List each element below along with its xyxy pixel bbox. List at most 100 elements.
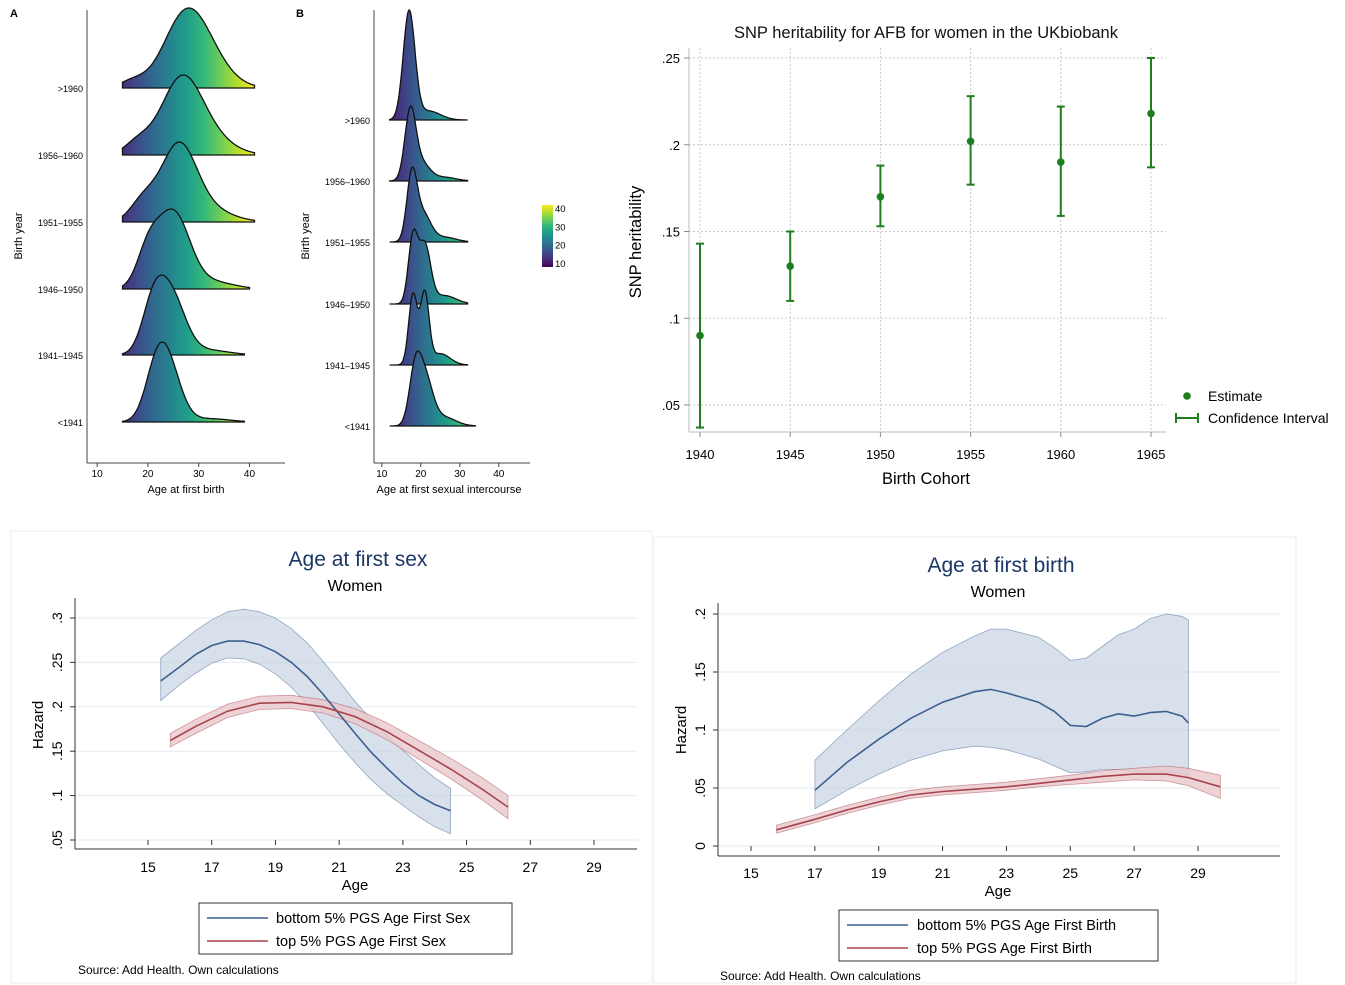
c-x-title: Birth Cohort (882, 470, 970, 488)
d-series-line-1 (169, 701, 509, 808)
e-title: Age at first birth (927, 554, 1074, 577)
ridge-b-0 (388, 9, 468, 121)
ridges-b (388, 9, 477, 427)
e-y-tick-label: .1 (692, 724, 708, 736)
estimate-point (876, 193, 885, 201)
d-x-tick-label: 21 (331, 859, 347, 875)
d-y-title: Hazard (30, 701, 47, 749)
e-x-tick-label: 19 (871, 865, 887, 881)
d-x-tick-label: 23 (395, 859, 411, 875)
c-y-ticks: .05 .1 .15 .2 .25 (662, 51, 689, 413)
estimate-point (1057, 158, 1065, 166)
x-tick-label: 10 (376, 469, 388, 480)
d-x-tick-label: 15 (140, 859, 156, 875)
e-x-tick-label: 17 (807, 865, 823, 881)
ridge-a-3 (121, 208, 251, 290)
group-label: >1960 (58, 84, 83, 94)
c-legend: Estimate Confidence Interval (1175, 388, 1329, 426)
colorbar-tick-label: 20 (555, 241, 566, 252)
legend-ci-marker (1175, 413, 1199, 423)
e-legend-label-top: top 5% PGS Age First Birth (917, 941, 1092, 957)
e-subtitle: Women (971, 584, 1026, 601)
d-source-note: Source: Add Health. Own calculations (78, 963, 279, 977)
c-x-ticks: 1940 1945 1950 1955 1960 1965 (686, 432, 1166, 462)
d-series-line-0 (160, 640, 451, 812)
e-series-line-0 (814, 688, 1189, 791)
x-tick-label: 30 (193, 469, 205, 480)
d-x-ticks: 15 17 19 21 23 25 27 29 (140, 840, 602, 875)
d-x-title: Age (342, 877, 369, 894)
estimate-point (966, 137, 975, 146)
estimate-point (1147, 109, 1155, 118)
x-tick-label: 10 (92, 469, 104, 480)
hazard-chart-first-birth: Age at first birth Women 0.05.1.15.2 15 1… (653, 536, 1297, 984)
group-label: 1941–1945 (38, 351, 83, 361)
errorbar-chart: SNP heritability for AFB for women in th… (627, 24, 1329, 488)
e-series-lines (776, 688, 1221, 831)
d-y-tick-label: .2 (49, 701, 65, 713)
ridge-a-2 (121, 141, 256, 223)
a-x-ticks: 10 20 30 40 (92, 463, 255, 480)
d-title: Age at first sex (289, 548, 428, 571)
d-legend-box (198, 902, 513, 955)
e-x-tick-label: 27 (1126, 865, 1142, 881)
x-tick-label: 20 (142, 469, 154, 480)
d-x-tick-label: 29 (586, 859, 602, 875)
d-y-tick-label: .15 (49, 741, 65, 761)
e-legend: bottom 5% PGS Age First Birth top 5% PGS… (838, 909, 1159, 962)
e-y-tick-label: .2 (692, 608, 708, 620)
e-x-title: Age (985, 883, 1012, 900)
estimate-point (786, 262, 794, 271)
ridge-b-1 (388, 105, 469, 182)
e-series-line-1 (776, 773, 1221, 831)
ridge-b-3 (389, 228, 469, 305)
ridge-a-0 (121, 7, 256, 89)
e-ci-band-1 (776, 765, 1221, 834)
d-legend-label-bottom: bottom 5% PGS Age First Sex (276, 911, 471, 927)
group-label: 1956–1960 (325, 177, 370, 187)
e-frame (653, 536, 1297, 984)
c-gridlines (689, 48, 1166, 432)
b-group-labels: >1960 1956–1960 1951–1955 1946–1950 1941–194… (325, 116, 370, 432)
a-y-title: Birth year (13, 212, 25, 259)
group-label: 1951–1955 (38, 218, 83, 228)
b-y-title: Birth year (300, 212, 312, 259)
e-y-ticks: 0 .05 .1 .15 .2 (692, 608, 718, 850)
e-x-tick-label: 29 (1190, 865, 1206, 881)
d-x-tick-label: 17 (204, 859, 220, 875)
b-x-title: Age at first sexual intercourse (377, 484, 522, 496)
d-y-tick-label: .25 (49, 652, 65, 672)
legend-ci-label: Confidence Interval (1208, 410, 1329, 426)
ridgeline-chart-a: A >1960 1956–1960 1951–1955 1946–1950 1941–1… (10, 7, 285, 496)
d-subtitle: Women (328, 578, 383, 595)
panel-a-label: A (10, 8, 18, 20)
d-y-tick-label: .05 (49, 830, 65, 850)
group-label: 1946–1950 (325, 300, 370, 310)
estimate-point (696, 331, 704, 340)
group-label: <1941 (345, 422, 370, 432)
d-x-tick-label: 25 (459, 859, 475, 875)
c-x-tick-label: 1965 (1137, 447, 1166, 462)
c-title: SNP heritability for AFB for women in th… (734, 24, 1119, 42)
e-y-title: Hazard (673, 706, 690, 754)
group-label: 1941–1945 (325, 361, 370, 371)
colorbar-tick-label: 10 (555, 259, 566, 270)
d-ci-band-0 (160, 608, 451, 835)
ridgeline-chart-b: B >1960 1956–1960 1951–1955 1946–1950 1941–1… (296, 8, 566, 496)
e-ci-bands (776, 613, 1221, 834)
x-tick-label: 30 (454, 469, 466, 480)
c-y-tick-label: .15 (662, 225, 680, 240)
ridge-b-2 (389, 166, 469, 243)
d-series-lines (160, 640, 509, 812)
group-label: 1951–1955 (325, 238, 370, 248)
d-legend-label-top: top 5% PGS Age First Sex (276, 934, 447, 950)
colorbar: 10 20 30 40 (542, 204, 566, 270)
ridge-a-5 (121, 341, 246, 423)
e-x-tick-label: 15 (743, 865, 759, 881)
e-x-tick-label: 21 (935, 865, 951, 881)
c-y-tick-label: .25 (662, 51, 680, 66)
c-marks (696, 57, 1155, 429)
d-y-tick-label: .1 (49, 790, 65, 802)
ridge-b-5 (389, 350, 477, 427)
